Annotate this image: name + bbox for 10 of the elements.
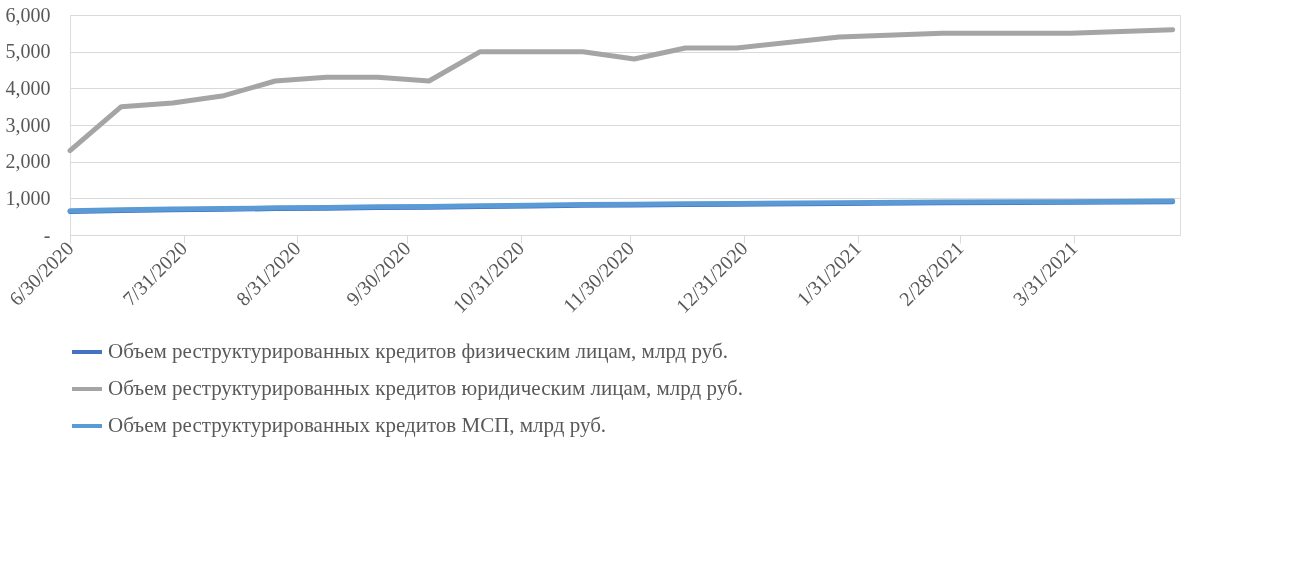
legend-label: Объем реструктурированных кредитов юридическим лицам, млрд руб. — [108, 376, 743, 400]
y-tick-label: 3,000 — [5, 113, 51, 136]
y-tick-label: 4,000 — [5, 76, 51, 99]
legend-label: Объем реструктурированных кредитов физическим лицам, млрд руб. — [108, 339, 728, 363]
y-tick-label: 2,000 — [5, 150, 51, 173]
y-tick-label: 6,000 — [5, 3, 51, 26]
y-tick-label: 5,000 — [5, 40, 51, 63]
y-tick-label: 1,000 — [5, 186, 51, 209]
legend-label: Объем реструктурированных кредитов МСП, млрд руб. — [108, 413, 607, 437]
y-tick-label: - — [43, 223, 51, 246]
